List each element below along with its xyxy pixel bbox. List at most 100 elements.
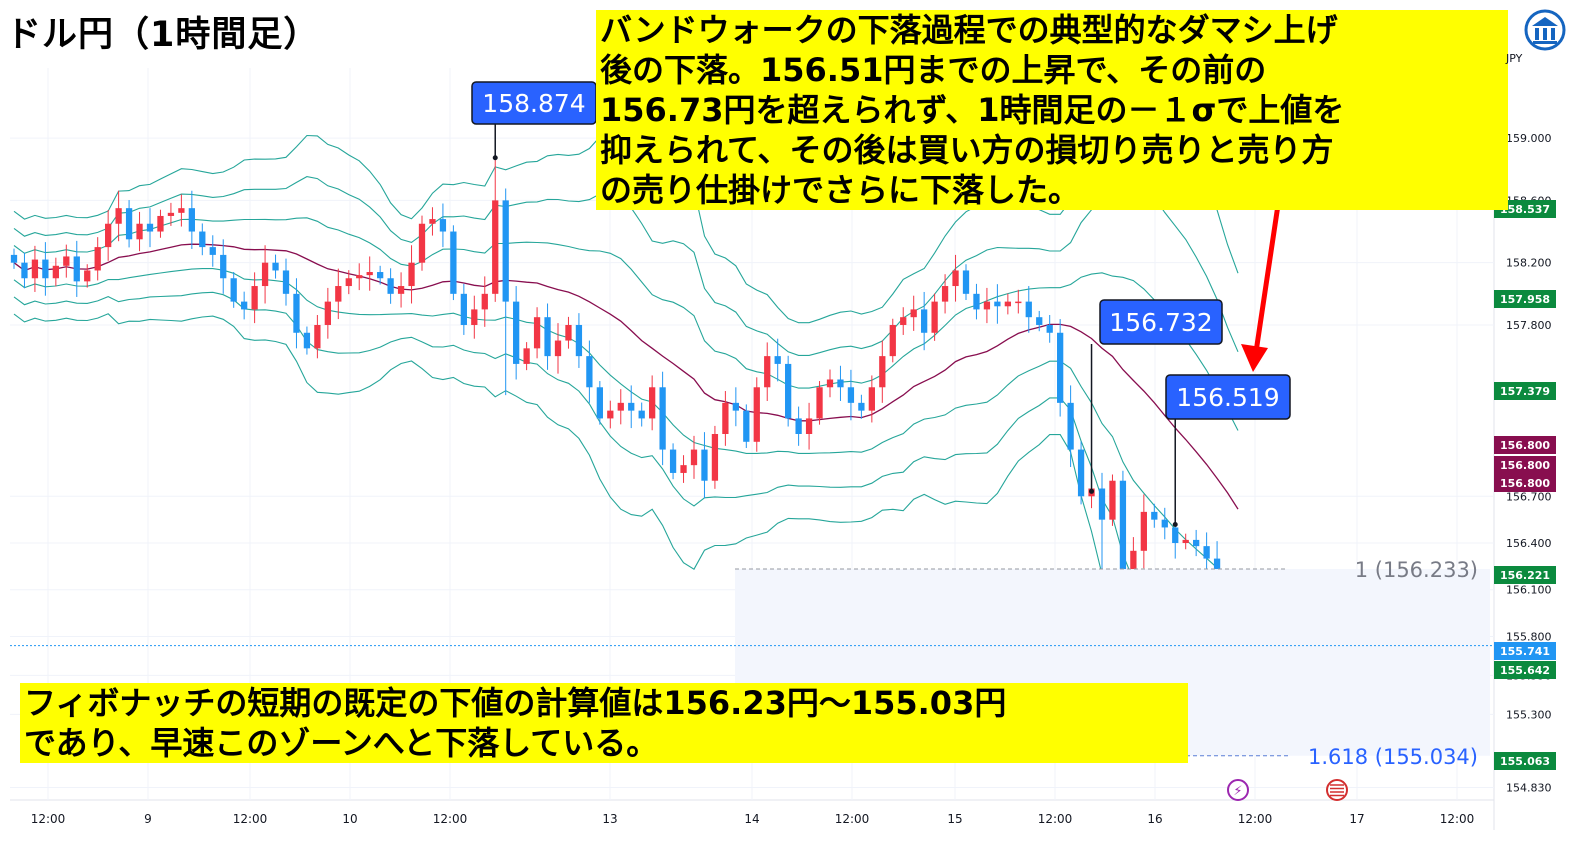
- candle-body: [1025, 301, 1032, 318]
- price-tick-label: 156.400: [1506, 537, 1552, 550]
- candle-body: [42, 259, 49, 279]
- candle-body: [1004, 301, 1011, 307]
- candle-body: [743, 410, 750, 442]
- price-axis-tag: [1494, 752, 1556, 770]
- candle-body: [586, 356, 593, 388]
- time-tick-label: 15: [947, 812, 962, 826]
- candle-body: [921, 309, 928, 333]
- candle-body: [879, 356, 886, 388]
- bollinger-band-line: [13, 217, 1239, 431]
- candle-body: [492, 200, 499, 294]
- candle-body: [387, 278, 394, 294]
- candle-body: [649, 387, 656, 419]
- candle-body: [125, 208, 133, 240]
- candle-body: [230, 278, 237, 302]
- lightning-icon: ⚡: [1233, 784, 1242, 799]
- candle-body: [272, 262, 279, 271]
- candle-body: [1098, 488, 1106, 520]
- candle-body: [962, 270, 970, 294]
- price-axis-tag: [1494, 382, 1556, 400]
- candles: [10, 157, 1242, 657]
- price-axis-tag: [1494, 642, 1556, 660]
- price-axis-tag-label: 156.800: [1500, 477, 1550, 490]
- candle-body: [617, 402, 624, 411]
- candle-body: [335, 286, 342, 302]
- top-annotation: バンドウォークの下落過程での典型的なダマシ上げ 後の下落。156.51円までの上…: [596, 10, 1508, 210]
- top-annotation-line: バンドウォークの下落過程での典型的なダマシ上げ: [600, 11, 1338, 49]
- bollinger-band-line: [13, 268, 1239, 589]
- price-axis-tag: [1494, 200, 1556, 218]
- price-tick-label: 155.800: [1506, 630, 1552, 643]
- candle-body: [345, 278, 352, 287]
- candle-body: [1130, 550, 1137, 575]
- candle-body: [732, 402, 739, 411]
- candle-body: [241, 301, 248, 310]
- event-lightning-icon: [1227, 779, 1249, 801]
- candle-body: [188, 208, 195, 232]
- candle-body: [1182, 539, 1189, 544]
- fibonacci-label: 1.618 (155.034): [1308, 745, 1478, 769]
- time-tick-label: 12:00: [31, 812, 66, 826]
- moving-average-line: [13, 243, 1239, 510]
- candle-body: [533, 317, 541, 349]
- price-marker-label: 156.732: [1109, 308, 1212, 337]
- price-axis-tag: [1494, 290, 1556, 308]
- price-axis-tag: [1494, 566, 1556, 584]
- candle-body: [1109, 480, 1116, 520]
- price-axis: 159.000158.600158.200157.800156.700156.4…: [1494, 132, 1556, 795]
- price-axis-tag-label: 155.741: [1500, 645, 1550, 658]
- price-marker-dot: [492, 155, 498, 161]
- price-tick-label: 159.000: [1506, 132, 1552, 145]
- price-markers: 158.874 156.732 156.519: [471, 81, 1291, 527]
- candle-body: [1140, 511, 1147, 551]
- candle-body: [680, 465, 687, 473]
- candle-body: [157, 215, 164, 232]
- bottom-annotation: フィボナッチの短期の既定の下値の計算値は156.23円～155.03円 であり、…: [20, 683, 1188, 763]
- time-tick-label: 12:00: [1440, 812, 1475, 826]
- time-tick-label: 14: [744, 812, 759, 826]
- candle-body: [837, 379, 844, 388]
- candle-body: [722, 402, 729, 434]
- candle-body: [638, 410, 645, 419]
- candle-body: [753, 387, 760, 442]
- top-annotation-line: の売り仕掛けでさらに下落した。: [600, 171, 1081, 209]
- top-annotation-line: 156.73円を超えられず、1時間足の－１σで上値を: [600, 91, 1345, 129]
- candle-body: [795, 418, 802, 434]
- candle-body: [931, 301, 938, 333]
- candle-body: [994, 301, 1001, 307]
- candle-body: [596, 387, 603, 419]
- time-tick-label: 12:00: [433, 812, 468, 826]
- candle-body: [199, 231, 206, 248]
- candle-body: [63, 256, 70, 266]
- price-axis-tag-label: 158.537: [1500, 203, 1550, 216]
- candle-body: [366, 272, 373, 276]
- candle-body: [471, 309, 478, 325]
- price-marker-box: [1099, 299, 1223, 345]
- candle-body: [711, 434, 719, 481]
- price-axis-tag-label: 157.958: [1500, 293, 1550, 306]
- time-tick-label: 9: [144, 812, 152, 826]
- price-axis-tag: [1494, 436, 1556, 454]
- candle-body: [690, 449, 698, 466]
- price-marker-label: 158.874: [482, 89, 585, 118]
- candle-body: [774, 356, 781, 364]
- candle-body: [397, 286, 405, 294]
- candle-body: [418, 223, 426, 263]
- time-tick-label: 12:00: [1038, 812, 1073, 826]
- candle-body: [628, 402, 635, 411]
- time-tick-label: 10: [342, 812, 357, 826]
- candle-body: [973, 293, 980, 310]
- candle-body: [1172, 527, 1179, 544]
- annotation-arrow: [1241, 204, 1281, 372]
- candle-body: [1015, 301, 1022, 304]
- candle-body: [293, 293, 300, 333]
- candle-body: [607, 410, 614, 419]
- price-marker-dot: [1089, 488, 1095, 494]
- candle-body: [31, 259, 39, 279]
- candle-body: [481, 293, 488, 310]
- price-axis-tag-label: 157.379: [1500, 385, 1550, 398]
- red-arrow-shaft: [1253, 204, 1281, 353]
- candle-body: [900, 317, 907, 325]
- candle-body: [565, 324, 572, 341]
